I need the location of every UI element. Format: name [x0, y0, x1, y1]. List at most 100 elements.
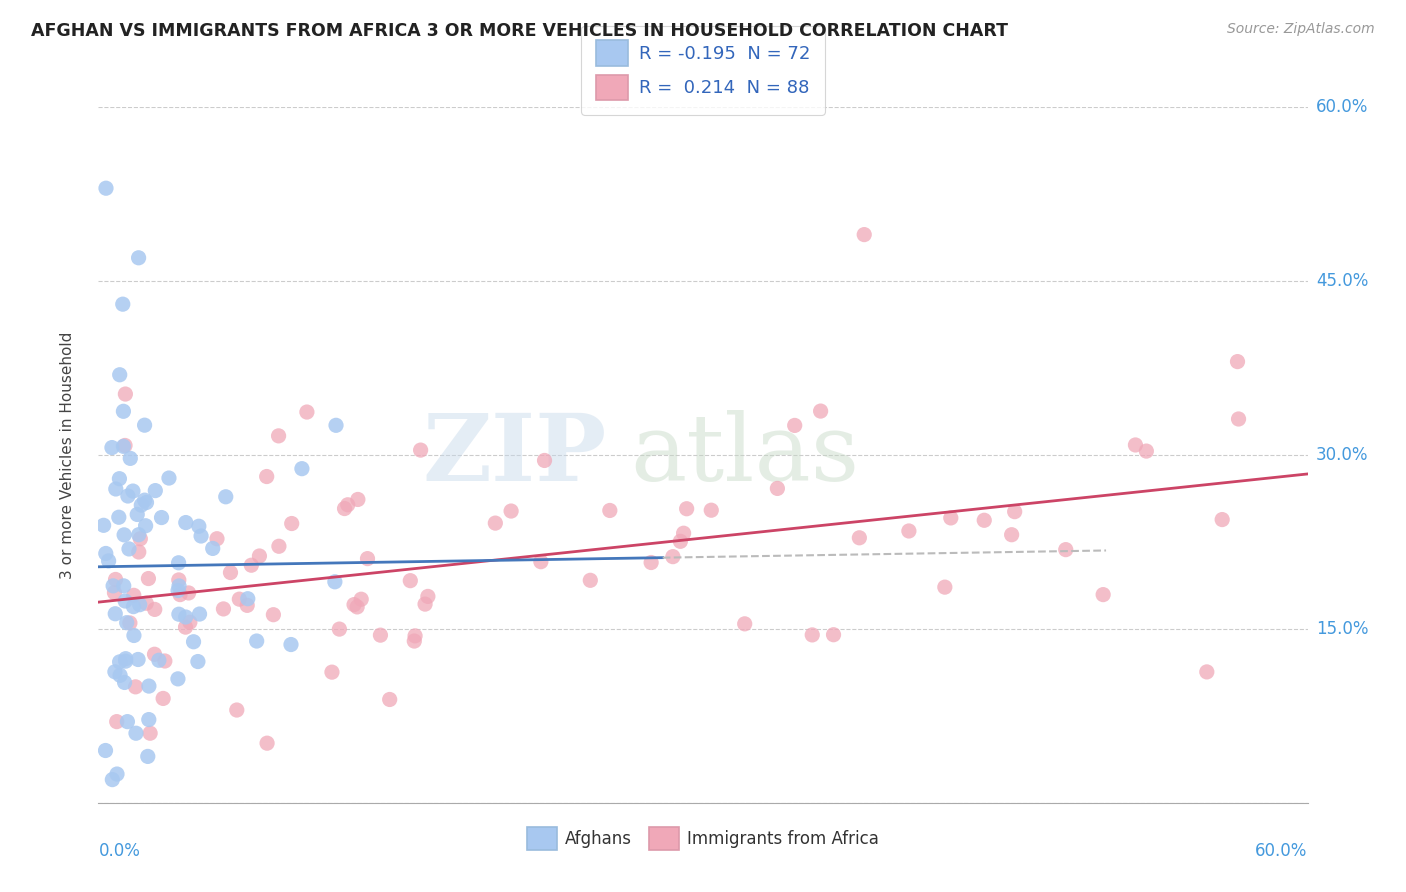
- Point: [249, 549, 271, 563]
- Point: [167, 579, 190, 593]
- Point: [124, 680, 146, 694]
- Point: [378, 692, 401, 706]
- Point: [114, 651, 136, 665]
- Point: [174, 610, 197, 624]
- Point: [108, 472, 131, 486]
- Point: [136, 749, 159, 764]
- Point: [325, 418, 347, 433]
- Point: [669, 534, 692, 549]
- Point: [201, 541, 224, 556]
- Point: [579, 574, 602, 588]
- Point: [122, 599, 145, 614]
- Point: [1211, 512, 1233, 526]
- Text: atlas: atlas: [630, 410, 859, 500]
- Point: [336, 498, 359, 512]
- Point: [328, 622, 350, 636]
- Point: [343, 598, 366, 612]
- Point: [117, 489, 139, 503]
- Point: [370, 628, 392, 642]
- Point: [1135, 444, 1157, 458]
- Point: [139, 726, 162, 740]
- Point: [897, 524, 920, 538]
- Point: [346, 599, 368, 614]
- Point: [1001, 527, 1024, 541]
- Point: [112, 404, 135, 418]
- Point: [127, 508, 149, 522]
- Point: [167, 672, 190, 686]
- Point: [973, 513, 995, 527]
- Point: [120, 451, 142, 466]
- Point: [599, 503, 621, 517]
- Point: [167, 573, 190, 587]
- Point: [108, 655, 131, 669]
- Point: [129, 532, 152, 546]
- Point: [93, 518, 115, 533]
- Point: [501, 504, 523, 518]
- Point: [104, 573, 127, 587]
- Point: [115, 615, 138, 630]
- Point: [167, 556, 190, 570]
- Point: [219, 566, 242, 580]
- Point: [783, 418, 806, 433]
- Point: [94, 743, 117, 757]
- Point: [256, 736, 278, 750]
- Text: 60.0%: 60.0%: [1316, 98, 1368, 116]
- Point: [205, 532, 228, 546]
- Point: [236, 591, 259, 606]
- Point: [177, 586, 200, 600]
- Point: [135, 495, 157, 509]
- Point: [187, 519, 209, 533]
- Text: 30.0%: 30.0%: [1316, 446, 1368, 464]
- Point: [262, 607, 284, 622]
- Point: [409, 443, 432, 458]
- Point: [104, 482, 127, 496]
- Point: [117, 714, 139, 729]
- Point: [114, 438, 136, 452]
- Point: [169, 588, 191, 602]
- Point: [114, 675, 136, 690]
- Point: [267, 429, 290, 443]
- Point: [104, 607, 127, 621]
- Point: [152, 691, 174, 706]
- Point: [108, 510, 131, 524]
- Point: [225, 703, 247, 717]
- Point: [228, 592, 250, 607]
- Point: [810, 404, 832, 418]
- Point: [183, 634, 205, 648]
- Point: [143, 647, 166, 661]
- Point: [129, 498, 152, 512]
- Point: [122, 588, 145, 602]
- Point: [138, 713, 160, 727]
- Point: [114, 594, 136, 608]
- Point: [640, 556, 662, 570]
- Point: [114, 654, 136, 668]
- Point: [848, 531, 870, 545]
- Y-axis label: 3 or more Vehicles in Household: 3 or more Vehicles in Household: [60, 331, 75, 579]
- Point: [138, 572, 160, 586]
- Point: [533, 453, 555, 467]
- Point: [101, 579, 124, 593]
- Point: [157, 471, 180, 485]
- Point: [112, 579, 135, 593]
- Point: [114, 387, 136, 401]
- Point: [103, 585, 125, 599]
- Point: [111, 297, 134, 311]
- Point: [94, 546, 117, 560]
- Point: [148, 653, 170, 667]
- Point: [267, 539, 290, 553]
- Point: [333, 501, 356, 516]
- Point: [215, 490, 238, 504]
- Point: [112, 528, 135, 542]
- Point: [128, 251, 150, 265]
- Point: [321, 665, 343, 680]
- Point: [187, 655, 209, 669]
- Point: [105, 714, 128, 729]
- Point: [1226, 354, 1249, 368]
- Point: [662, 549, 685, 564]
- Point: [347, 492, 370, 507]
- Point: [190, 529, 212, 543]
- Point: [672, 526, 695, 541]
- Point: [97, 554, 120, 568]
- Point: [134, 418, 156, 433]
- Point: [108, 368, 131, 382]
